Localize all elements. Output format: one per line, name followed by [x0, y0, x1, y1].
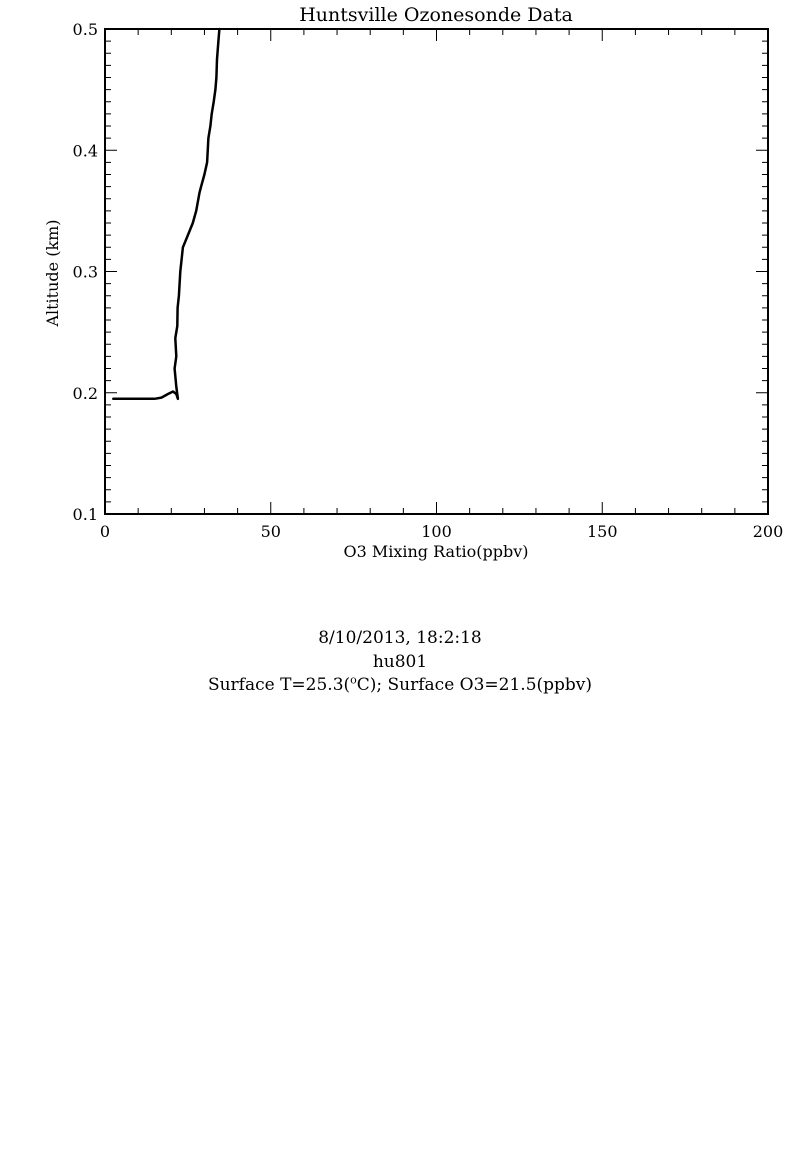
x-tick-label: 200	[753, 522, 784, 541]
ozone-profile-line	[112, 27, 221, 401]
y-tick-label: 0.2	[73, 384, 98, 403]
surface-t-suffix: C); Surface O3=21.5(ppbv)	[356, 675, 593, 695]
x-tick-label: 100	[421, 522, 452, 541]
y-tick-label: 0.4	[73, 141, 98, 160]
y-tick-label: 0.1	[73, 505, 98, 524]
chart-title: Huntsville Ozonesonde Data	[299, 4, 573, 26]
y-tick-label: 0.3	[73, 263, 98, 282]
x-tick-label: 0	[100, 522, 110, 541]
y-tick-label: 0.5	[73, 20, 98, 39]
surface-conditions: Surface T=25.3(oC); Surface O3=21.5(ppbv…	[0, 673, 800, 695]
surface-t-prefix: Surface T=25.3(	[207, 675, 351, 695]
x-tick-label: 50	[261, 522, 281, 541]
plot-frame	[104, 28, 769, 515]
x-axis-label: O3 Mixing Ratio(ppbv)	[343, 542, 528, 561]
y-axis-label: Altitude (km)	[43, 219, 62, 327]
degree-superscript: o	[350, 673, 357, 687]
ozonesonde-chart: Huntsville Ozonesonde Data O3 Mixing Rat…	[43, 4, 784, 561]
x-tick-label: 150	[587, 522, 618, 541]
station-id: hu801	[372, 652, 428, 672]
sounding-datetime: 8/10/2013, 18:2:18	[318, 628, 482, 648]
